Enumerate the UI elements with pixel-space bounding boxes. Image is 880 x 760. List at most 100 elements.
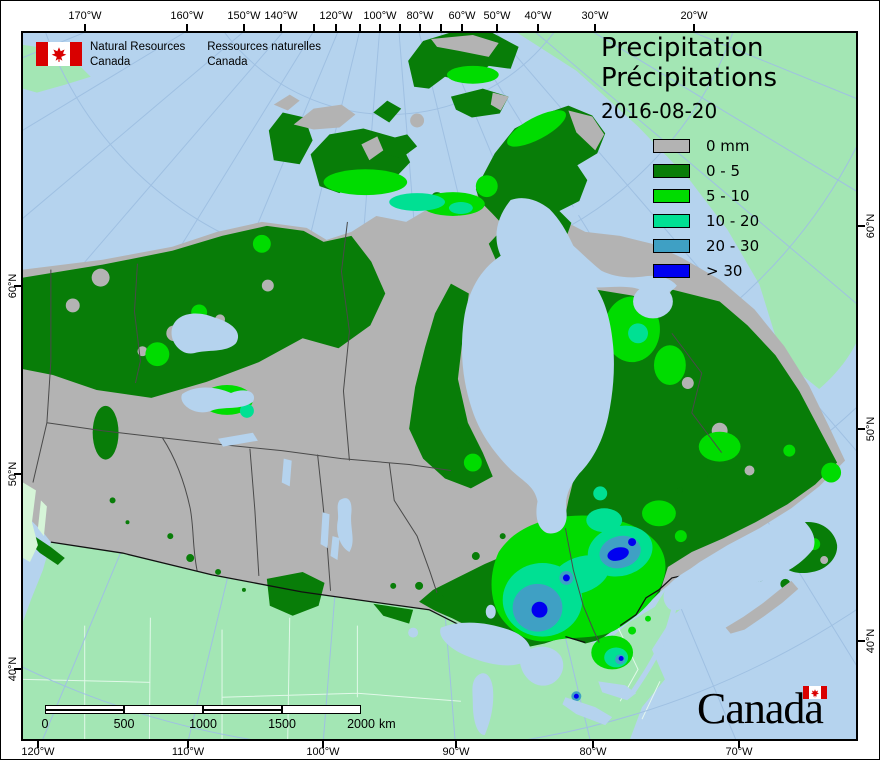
legend: 0 mm 0 - 5 5 - 10 10 - 20 20 - 30 > 30 bbox=[653, 137, 760, 289]
axis-tick-left bbox=[14, 668, 21, 670]
axis-label-top: 20°W bbox=[680, 10, 708, 22]
axis-tick-bottom bbox=[37, 741, 39, 748]
axis-tick-top bbox=[84, 24, 86, 31]
logo-text-fr: Ressources naturelles Canada bbox=[207, 40, 321, 70]
scale-bar-segment bbox=[124, 705, 203, 714]
precipitation-map bbox=[23, 33, 856, 739]
legend-item: 0 mm bbox=[653, 137, 759, 155]
map-frame: Natural Resources Canada Ressources natu… bbox=[21, 31, 858, 741]
lake-nipigon bbox=[485, 604, 496, 619]
axis-tick-top bbox=[693, 24, 695, 31]
precip-over-30-regions bbox=[531, 538, 637, 699]
title-fr: Précipitations bbox=[601, 63, 778, 93]
axis-tick-top bbox=[335, 24, 337, 31]
legend-item: 5 - 10 bbox=[653, 187, 759, 205]
axis-label-right: 50°N bbox=[865, 416, 877, 442]
water-bodies bbox=[171, 198, 815, 736]
maple-leaf-icon bbox=[51, 47, 67, 62]
legend-swatch bbox=[653, 239, 690, 253]
axis-label-top: 150°W bbox=[227, 10, 261, 22]
title-en: Precipitation bbox=[601, 33, 764, 63]
legend-label: 0 mm bbox=[706, 137, 750, 155]
gulf-of-st-lawrence bbox=[663, 511, 815, 611]
logo-en-line2: Canada bbox=[90, 56, 131, 68]
scale-bar: 0 500 1000 1500 2000 km bbox=[42, 705, 396, 731]
lake-huron bbox=[519, 646, 564, 686]
scale-bar-segments bbox=[45, 705, 361, 714]
axis-label-top: 50°W bbox=[483, 10, 511, 22]
axis-tick-bottom bbox=[592, 741, 594, 748]
axis-label-bottom: 80°W bbox=[579, 746, 607, 758]
legend-label: 20 - 30 bbox=[706, 237, 760, 255]
legend-item: 0 - 5 bbox=[653, 162, 759, 180]
axis-tick-top bbox=[243, 24, 245, 31]
reindeer-lake bbox=[281, 458, 292, 487]
axis-label-right: 40°N bbox=[865, 628, 877, 654]
axis-label-bottom: 100°W bbox=[306, 746, 340, 758]
lake-winnipeg bbox=[337, 498, 353, 553]
axis-label-top: 100°W bbox=[363, 10, 397, 22]
map-title-block: Precipitation Précipitations 2016-08-20 bbox=[601, 33, 777, 123]
legend-label: 10 - 20 bbox=[706, 212, 760, 230]
legend-swatch bbox=[653, 139, 690, 153]
axis-tick-top bbox=[594, 24, 596, 31]
axis-tick-top bbox=[186, 24, 188, 31]
canada bbox=[23, 33, 846, 736]
axis-tick-top bbox=[379, 24, 381, 31]
glacier-strip bbox=[23, 482, 47, 563]
axis-tick-left bbox=[14, 285, 21, 287]
axis-label-top: 170°W bbox=[68, 10, 102, 22]
axis-tick-left bbox=[14, 473, 21, 475]
legend-label: > 30 bbox=[706, 262, 743, 280]
scale-bar-label: 1500 bbox=[268, 717, 296, 731]
scale-bar-segment bbox=[203, 705, 282, 714]
axis-label-bottom: 120°W bbox=[21, 746, 55, 758]
axis-tick-bottom bbox=[187, 741, 189, 748]
axis-label-top: 60°W bbox=[448, 10, 476, 22]
legend-item: 10 - 20 bbox=[653, 212, 760, 230]
legend-swatch bbox=[653, 214, 690, 228]
axis-tick-bottom bbox=[322, 741, 324, 748]
st-lawrence-river bbox=[630, 594, 681, 695]
axis-tick-top bbox=[537, 24, 539, 31]
axis-tick-top bbox=[280, 24, 282, 31]
axis-label-top: 160°W bbox=[170, 10, 204, 22]
legend-swatch bbox=[653, 189, 690, 203]
great-bear-lake bbox=[171, 313, 239, 354]
logo-fr-line2: Canada bbox=[207, 56, 248, 68]
axis-tick-top bbox=[399, 24, 401, 31]
logo-fr-line1: Ressources naturelles bbox=[207, 41, 322, 53]
legend-swatch bbox=[653, 164, 690, 178]
nettilling-lake bbox=[564, 207, 581, 217]
us-state-borders bbox=[23, 617, 661, 739]
lake-ontario bbox=[598, 681, 637, 701]
axis-tick-right bbox=[858, 225, 865, 227]
lake-of-the-woods bbox=[408, 627, 419, 638]
axis-label-bottom: 110°W bbox=[171, 746, 205, 758]
scale-bar-label: 1000 bbox=[189, 717, 217, 731]
axis-tick-top bbox=[461, 24, 463, 31]
great-slave-lake bbox=[181, 387, 255, 413]
axis-tick-top bbox=[496, 24, 498, 31]
government-logo: Natural Resources Canada Ressources natu… bbox=[36, 40, 321, 70]
scale-bar-label: 2000 bbox=[347, 717, 375, 731]
canada-wordmark: Canada bbox=[697, 683, 827, 734]
axis-label-top: 30°W bbox=[581, 10, 609, 22]
legend-item: 20 - 30 bbox=[653, 237, 760, 255]
axis-label-top: 140°W bbox=[264, 10, 298, 22]
axis-tick-top bbox=[419, 24, 421, 31]
lake-michigan bbox=[472, 673, 494, 736]
foreign-land bbox=[23, 33, 856, 739]
axis-tick-top bbox=[440, 24, 442, 31]
united-states bbox=[23, 542, 710, 739]
axis-tick-right bbox=[858, 428, 865, 430]
logo-en-line1: Natural Resources bbox=[90, 41, 186, 53]
legend-label: 5 - 10 bbox=[706, 187, 750, 205]
axis-tick-top bbox=[313, 24, 315, 31]
canada-flag-icon bbox=[36, 42, 82, 66]
axis-label-top: 120°W bbox=[319, 10, 353, 22]
legend-swatch bbox=[653, 264, 690, 278]
hudson-bay bbox=[461, 198, 677, 534]
scale-bar-label: 0 bbox=[41, 717, 49, 731]
